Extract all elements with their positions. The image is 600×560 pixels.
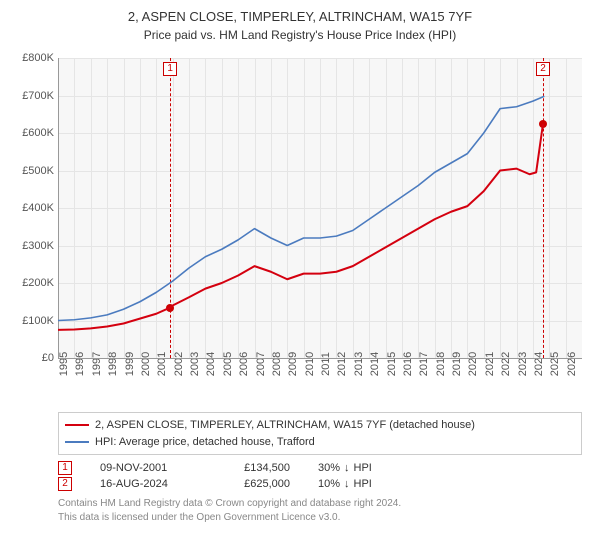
datapoint-date: 16-AUG-2024	[100, 478, 192, 490]
legend-row: HPI: Average price, detached house, Traf…	[65, 434, 575, 451]
footer-line-1: Contains HM Land Registry data © Crown c…	[58, 497, 582, 511]
legend: 2, ASPEN CLOSE, TIMPERLEY, ALTRINCHAM, W…	[58, 412, 582, 455]
legend-swatch	[65, 441, 89, 443]
footer-line-2: This data is licensed under the Open Gov…	[58, 511, 582, 525]
datapoint-delta-pct: 10%	[318, 478, 340, 490]
datapoint-row: 2 16-AUG-2024 £625,000 10% ↓ HPI	[58, 477, 582, 491]
datapoint-delta-ref: HPI	[354, 478, 372, 490]
datapoint-list: 1 09-NOV-2001 £134,500 30% ↓ HPI 2 16-AUG-2024 £…	[8, 461, 592, 491]
arrow-down-icon: ↓	[344, 478, 350, 490]
series-line-property	[58, 124, 543, 330]
legend-label: 2, ASPEN CLOSE, TIMPERLEY, ALTRINCHAM, W…	[95, 417, 475, 434]
footer-attribution: Contains HM Land Registry data © Crown c…	[58, 497, 582, 524]
datapoint-price: £625,000	[220, 478, 290, 490]
datapoint-delta: 30% ↓ HPI	[318, 462, 372, 474]
datapoint-id-box: 1	[58, 461, 72, 475]
arrow-down-icon: ↓	[344, 462, 350, 474]
chart-container: { "title": "2, ASPEN CLOSE, TIMPERLEY, A…	[0, 0, 600, 528]
datapoint-row: 1 09-NOV-2001 £134,500 30% ↓ HPI	[58, 461, 582, 475]
datapoint-price: £134,500	[220, 462, 290, 474]
datapoint-date: 09-NOV-2001	[100, 462, 192, 474]
legend-swatch	[65, 424, 89, 426]
legend-label: HPI: Average price, detached house, Traf…	[95, 434, 315, 451]
datapoint-delta: 10% ↓ HPI	[318, 478, 372, 490]
chart-title: 2, ASPEN CLOSE, TIMPERLEY, ALTRINCHAM, W…	[8, 8, 592, 26]
chart-subtitle: Price paid vs. HM Land Registry's House …	[8, 28, 592, 42]
chart-area: £0£100K£200K£300K£400K£500K£600K£700K£80…	[8, 48, 592, 408]
datapoint-delta-pct: 30%	[318, 462, 340, 474]
series-line-hpi	[58, 96, 544, 320]
series-svg	[8, 48, 582, 360]
legend-row: 2, ASPEN CLOSE, TIMPERLEY, ALTRINCHAM, W…	[65, 417, 575, 434]
datapoint-id-box: 2	[58, 477, 72, 491]
datapoint-delta-ref: HPI	[354, 462, 372, 474]
